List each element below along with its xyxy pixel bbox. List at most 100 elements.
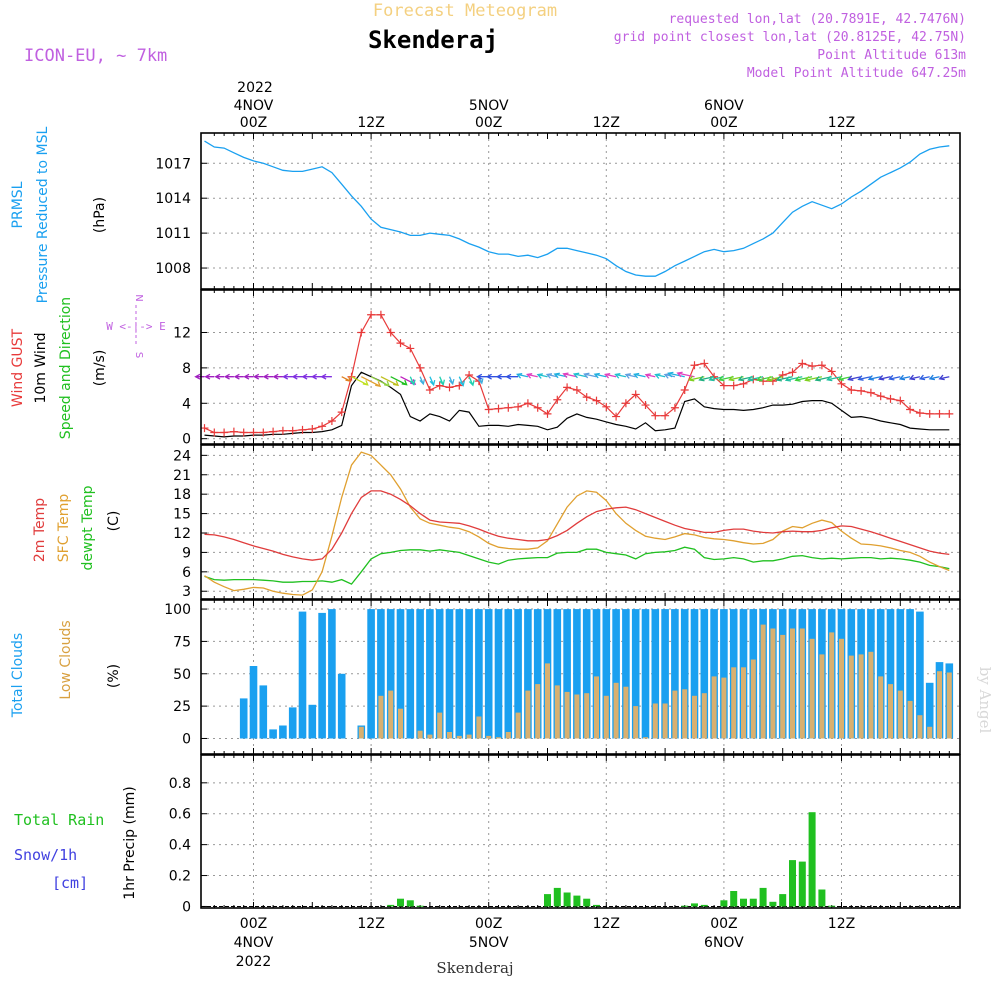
gridpoint-coords: grid point closest lon,lat (20.8125E, 42…	[614, 30, 966, 45]
y-tick-label: 1008	[155, 261, 191, 277]
low-cloud-bar	[790, 628, 795, 739]
gust-marker	[367, 310, 376, 319]
gust-marker	[278, 426, 287, 435]
low-cloud-bar	[682, 689, 688, 739]
forecast-title: Forecast Meteogram	[373, 1, 557, 21]
panel-border	[200, 754, 961, 909]
total-cloud-bar	[475, 609, 483, 739]
gust-marker	[661, 411, 670, 420]
precip-unit: 1hr Precip (mm)	[122, 786, 138, 899]
total-cloud-bar	[876, 609, 885, 739]
panel-border	[200, 132, 961, 290]
low-cloud-bar	[643, 737, 648, 739]
gust-marker	[259, 428, 268, 437]
gust-marker	[406, 344, 415, 353]
low-cloud-bar	[564, 691, 570, 739]
top-day-label: 4NOV	[234, 98, 274, 114]
total-cloud-bar	[416, 609, 424, 739]
wind-arrow	[908, 374, 921, 381]
total-cloud-bar	[484, 609, 493, 739]
gust-marker	[680, 386, 689, 395]
wind-arrow	[918, 374, 930, 381]
top-hour-label: 12Z	[593, 115, 620, 131]
gust-marker	[337, 408, 346, 417]
wind-arrow	[938, 374, 950, 381]
total-cloud-bar	[279, 725, 287, 739]
gust-marker	[269, 427, 278, 436]
total-cloud-bar	[298, 611, 307, 739]
wind-gust-label: Wind GUST	[10, 328, 26, 407]
rain-bar	[681, 905, 689, 907]
total-rain-label: Total Rain	[14, 811, 104, 829]
wind-arrow	[667, 371, 685, 378]
snow-unit: [cm]	[52, 874, 88, 892]
model-altitude: Model Point Altitude 647.25m	[747, 66, 966, 81]
low-cloud-bar	[907, 700, 913, 739]
low-cloud-bar	[731, 667, 737, 739]
low-cloud-bar	[427, 734, 433, 739]
wind-arrow	[301, 373, 313, 380]
model-label: ICON-EU, ~ 7km	[24, 46, 167, 66]
low-cloud-bar	[848, 655, 854, 739]
low-cloud-bar	[652, 703, 658, 739]
gust-marker	[602, 402, 611, 411]
low-cloud-bar	[829, 632, 835, 739]
low-cloud-bar	[927, 726, 933, 739]
total-cloud-bar	[680, 609, 689, 739]
gust-marker	[719, 381, 728, 390]
total-cloud-bar	[406, 609, 415, 739]
bottom-hour-label: 12Z	[357, 916, 384, 932]
low-cloud-bar	[770, 628, 776, 739]
total-cloud-bar	[239, 698, 248, 739]
wind-arrow	[784, 376, 803, 382]
total-cloud-bar	[445, 609, 454, 739]
total-cloud-bar	[573, 609, 581, 739]
gust-marker	[210, 428, 219, 437]
total-cloud-bar	[671, 609, 679, 739]
total-cloud-bar	[690, 609, 699, 739]
total-cloud-bar	[533, 609, 542, 739]
wind-arrow	[194, 373, 205, 380]
rain-bar	[397, 898, 404, 907]
y-tick-label: 12	[173, 325, 191, 341]
wind-arrow	[775, 375, 793, 382]
compass-icon: N S W <-|-> E	[106, 294, 166, 358]
low-cloud-bar	[417, 730, 423, 739]
wind-arrows	[194, 371, 950, 388]
rain-bar	[740, 898, 747, 907]
low-cloud-bar	[721, 677, 727, 739]
total-cloud-bar	[661, 609, 669, 739]
wind-arrow	[857, 375, 872, 381]
total-cloud-bar	[631, 609, 640, 739]
rain-bar	[769, 901, 777, 907]
total-cloud-bar	[710, 609, 718, 739]
wind-arrow	[458, 376, 466, 387]
wind-arrow	[604, 372, 617, 379]
low-cloud-bar	[437, 712, 443, 739]
gust-marker	[729, 381, 738, 390]
wind-arrow	[439, 376, 446, 386]
gust-marker	[612, 412, 621, 421]
low-cloud-bar	[760, 624, 766, 739]
rain-bar	[789, 860, 796, 907]
y-tick-label: 0.8	[169, 776, 191, 792]
total-cloud-bar	[906, 609, 914, 739]
low-cloud-bar	[574, 694, 580, 739]
rain-bar	[553, 887, 561, 907]
compass-n: N	[133, 294, 144, 301]
low-cloud-bar	[456, 735, 462, 739]
gust-marker	[327, 416, 336, 425]
total-cloud-bar	[925, 682, 934, 739]
total-cloud-bar	[582, 609, 591, 739]
snow-label: Snow/1h	[14, 846, 77, 864]
total-cloud-bar	[318, 612, 326, 739]
gust-marker	[847, 386, 856, 395]
gust-marker	[563, 383, 572, 392]
low-cloud-bar	[662, 703, 668, 739]
sfc-temp-line	[204, 451, 950, 596]
rain-bar	[691, 903, 698, 907]
y-tick-label: 0.4	[169, 838, 191, 854]
total-cloud-bar	[524, 609, 532, 739]
rain-bar	[828, 905, 836, 907]
wind-arrow	[928, 374, 940, 381]
